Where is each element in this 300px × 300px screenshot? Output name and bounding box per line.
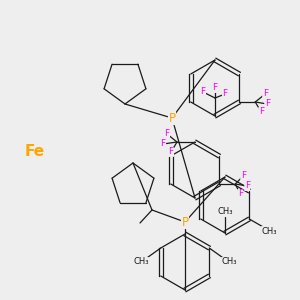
Text: Fe: Fe: [24, 144, 45, 159]
Text: F: F: [164, 130, 169, 139]
Text: F: F: [200, 88, 206, 97]
Text: CH₃: CH₃: [262, 226, 277, 236]
Text: CH₃: CH₃: [133, 257, 148, 266]
Text: F: F: [263, 89, 268, 98]
Text: F: F: [168, 148, 174, 157]
Text: F: F: [265, 100, 270, 109]
Text: F: F: [245, 182, 250, 190]
Text: P: P: [169, 112, 176, 124]
Text: CH₃: CH₃: [221, 257, 237, 266]
Text: F: F: [212, 83, 217, 92]
Text: F: F: [238, 190, 243, 199]
Text: F: F: [222, 89, 228, 98]
Text: CH₃: CH₃: [217, 206, 233, 215]
Text: P: P: [182, 215, 188, 229]
Text: F: F: [160, 140, 166, 148]
Text: F: F: [259, 107, 264, 116]
Text: F: F: [241, 172, 246, 181]
